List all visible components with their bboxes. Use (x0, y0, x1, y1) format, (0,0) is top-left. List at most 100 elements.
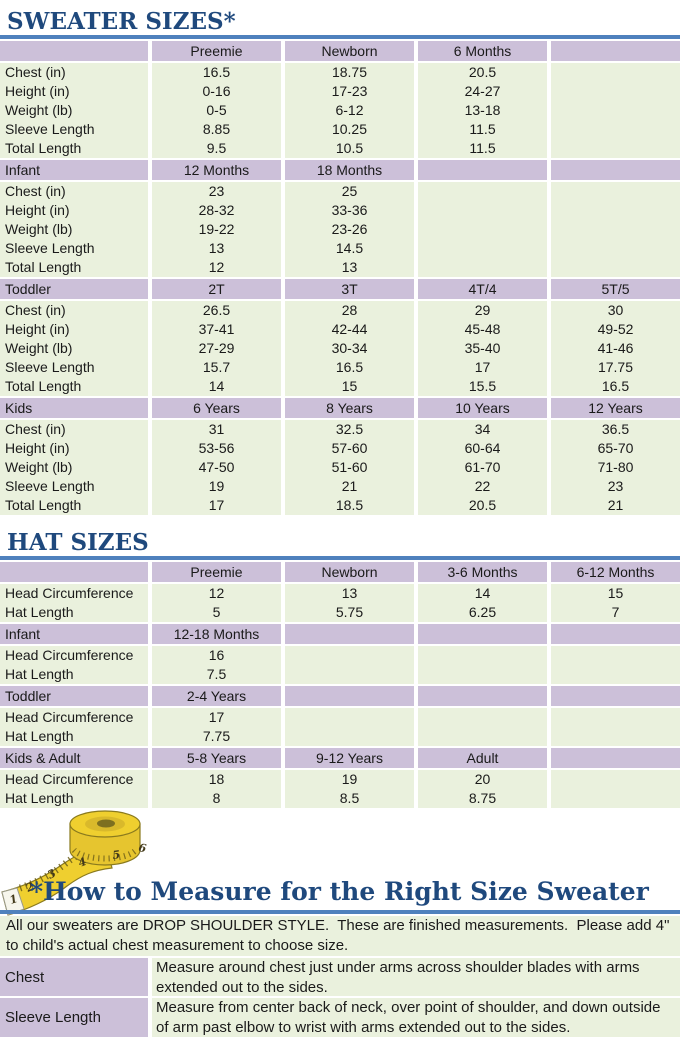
value-cell: 33-36 (285, 201, 414, 220)
size-chart-page: { "titles": { "sweater": "SWEATER SIZES*… (0, 8, 680, 1043)
value-cell: 42-44 (285, 320, 414, 339)
value-cell (551, 182, 680, 201)
value-cell: 18.5 (285, 496, 414, 515)
value-cell: 16.5 (551, 377, 680, 396)
table-row: Sleeve Length 19 21 22 23 (0, 477, 680, 496)
row-label-cell: Weight (lb) (0, 458, 148, 477)
column-header-cell (418, 624, 547, 644)
value-cell (551, 258, 680, 277)
column-header-cell: 4T/4 (418, 279, 547, 299)
tape-number: 4 (77, 855, 89, 870)
value-cell (551, 789, 680, 808)
value-cell (551, 646, 680, 665)
column-header-cell: Preemie (152, 41, 281, 61)
section-label-cell: Toddler (0, 686, 148, 706)
value-cell: 0-5 (152, 101, 281, 120)
table-row: Sleeve Length 8.85 10.25 11.5 (0, 120, 680, 139)
value-cell: 20 (418, 770, 547, 789)
table-row: Hat Length 8 8.5 8.75 (0, 789, 680, 808)
value-cell: 13 (285, 584, 414, 603)
value-cell: 13 (285, 258, 414, 277)
value-cell (551, 120, 680, 139)
how-to-measure-header-block: 1 2 3 4 5 6 *How to Measure for the Righ… (0, 808, 680, 916)
value-cell: 26.5 (152, 301, 281, 320)
value-cell: 19 (152, 477, 281, 496)
value-cell: 17 (152, 708, 281, 727)
value-cell: 17.75 (551, 358, 680, 377)
column-header-cell: 12-18 Months (152, 624, 281, 644)
section-label-cell: Toddler (0, 279, 148, 299)
row-label-cell: Chest (in) (0, 420, 148, 439)
value-cell: 45-48 (418, 320, 547, 339)
hat-title-accent-bar (0, 556, 680, 560)
value-cell (551, 665, 680, 684)
value-cell (285, 727, 414, 746)
section-label-cell (0, 41, 148, 61)
value-cell: 8 (152, 789, 281, 808)
measure-row-text: Measure around chest just under arms acr… (152, 958, 680, 996)
table-section-header-row: Preemie Newborn 3-6 Months 6-12 Months (0, 562, 680, 582)
value-cell: 14 (152, 377, 281, 396)
table-section-header-row: Toddler 2-4 Years (0, 686, 680, 706)
row-label-cell: Sleeve Length (0, 477, 148, 496)
measure-instruction-row: Chest Measure around chest just under ar… (0, 958, 680, 996)
value-cell: 8.5 (285, 789, 414, 808)
column-header-cell: 3-6 Months (418, 562, 547, 582)
value-cell: 23-26 (285, 220, 414, 239)
table-section-header-row: Preemie Newborn 6 Months (0, 41, 680, 61)
row-label-cell: Total Length (0, 258, 148, 277)
value-cell: 32.5 (285, 420, 414, 439)
section-label-cell: Kids (0, 398, 148, 418)
measure-row-label: Chest (0, 958, 148, 996)
table-row: Total Length 17 18.5 20.5 21 (0, 496, 680, 515)
value-cell: 21 (551, 496, 680, 515)
measure-intro-note: All our sweaters are DROP SHOULDER STYLE… (0, 916, 680, 956)
row-label-cell: Weight (lb) (0, 220, 148, 239)
column-header-cell: 6-12 Months (551, 562, 680, 582)
table-row: Sleeve Length 13 14.5 (0, 239, 680, 258)
column-header-cell (551, 686, 680, 706)
value-cell: 12 (152, 584, 281, 603)
value-cell (551, 770, 680, 789)
value-cell: 49-52 (551, 320, 680, 339)
value-cell (418, 220, 547, 239)
table-row: Chest (in) 31 32.5 34 36.5 (0, 420, 680, 439)
sweater-title-accent-bar (0, 35, 680, 39)
value-cell: 15 (285, 377, 414, 396)
value-cell: 60-64 (418, 439, 547, 458)
tape-number: 6 (137, 841, 147, 855)
row-label-cell: Total Length (0, 377, 148, 396)
value-cell: 51-60 (285, 458, 414, 477)
column-header-cell (551, 624, 680, 644)
value-cell: 6.25 (418, 603, 547, 622)
tape-number: 1 (8, 892, 19, 907)
value-cell: 21 (285, 477, 414, 496)
measure-instruction-row: Sleeve Length Measure from center back o… (0, 998, 680, 1037)
column-header-cell: 10 Years (418, 398, 547, 418)
value-cell: 5.75 (285, 603, 414, 622)
row-label-cell: Total Length (0, 496, 148, 515)
value-cell: 28-32 (152, 201, 281, 220)
column-header-cell: 12 Years (551, 398, 680, 418)
value-cell (551, 201, 680, 220)
value-cell: 22 (418, 477, 547, 496)
value-cell: 23 (551, 477, 680, 496)
column-header-cell: 2T (152, 279, 281, 299)
row-label-cell: Weight (lb) (0, 339, 148, 358)
value-cell: 15.5 (418, 377, 547, 396)
value-cell: 16 (152, 646, 281, 665)
table-row: Weight (lb) 0-5 6-12 13-18 (0, 101, 680, 120)
value-cell: 19 (285, 770, 414, 789)
value-cell: 12 (152, 258, 281, 277)
value-cell: 57-60 (285, 439, 414, 458)
table-row: Head Circumference 16 (0, 646, 680, 665)
row-label-cell: Height (in) (0, 439, 148, 458)
table-row: Total Length 14 15 15.5 16.5 (0, 377, 680, 396)
value-cell (551, 63, 680, 82)
column-header-cell: Preemie (152, 562, 281, 582)
measure-title-accent-bar (0, 910, 680, 914)
value-cell (551, 101, 680, 120)
table-row: Chest (in) 23 25 (0, 182, 680, 201)
value-cell: 25 (285, 182, 414, 201)
value-cell (418, 708, 547, 727)
